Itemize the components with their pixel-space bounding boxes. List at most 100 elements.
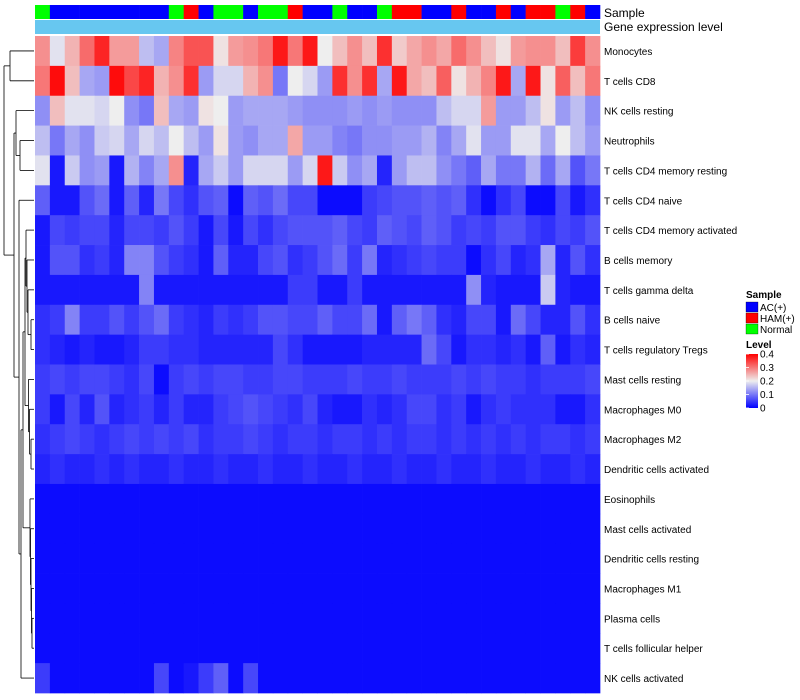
heatmap-cell — [49, 185, 66, 216]
heatmap-cell — [124, 663, 140, 694]
heatmap-cell — [243, 424, 259, 455]
heatmap-cell — [109, 95, 125, 126]
heatmap-cell — [332, 274, 348, 306]
heatmap-cell — [510, 454, 527, 485]
heatmap-cell — [451, 454, 467, 485]
heatmap-cell — [35, 424, 51, 455]
heatmap-cell — [302, 543, 318, 574]
sample-bar-cell — [391, 5, 408, 19]
heatmap-cell — [540, 483, 556, 515]
heatmap-cell — [585, 364, 601, 395]
heatmap-cell — [585, 155, 601, 186]
heatmap-cell — [495, 364, 512, 395]
heatmap-cell — [139, 483, 155, 515]
heatmap-cell — [287, 394, 303, 425]
heatmap-cell — [79, 633, 95, 664]
heatmap-cell — [94, 65, 110, 97]
heatmap-cell — [347, 36, 363, 67]
heatmap-cell — [168, 274, 185, 306]
heatmap-cell — [585, 513, 601, 545]
heatmap-cell — [287, 95, 303, 126]
heatmap-cell — [272, 663, 289, 694]
heatmap-cell — [436, 513, 452, 545]
level-legend-title: Level — [746, 340, 772, 351]
heatmap-cell — [139, 155, 155, 186]
heatmap-cell — [332, 125, 348, 156]
heatmap-cell — [391, 274, 408, 306]
heatmap-cell — [64, 155, 80, 186]
heatmap-cell — [94, 364, 110, 395]
heatmap-cell — [109, 334, 125, 365]
heatmap-cell — [64, 274, 80, 306]
heatmap-cell — [35, 454, 51, 485]
heatmap-cell — [436, 36, 452, 67]
heatmap-cell — [421, 364, 437, 395]
heatmap-cell — [49, 304, 66, 335]
heatmap-cell — [258, 155, 274, 186]
heatmap-cell — [332, 95, 348, 126]
heatmap-cell — [139, 633, 155, 664]
heatmap-cell — [481, 663, 497, 694]
heatmap-cell — [570, 603, 586, 634]
heatmap-cell — [243, 245, 259, 276]
heatmap-cell — [35, 274, 51, 306]
heatmap-cell — [540, 274, 556, 306]
row-label: Plasma cells — [604, 614, 660, 625]
heatmap-cell — [302, 663, 318, 694]
heatmap-cell — [124, 573, 140, 604]
heatmap-cell — [243, 633, 259, 664]
heatmap-cell — [213, 573, 229, 604]
heatmap-cell — [376, 215, 393, 246]
heatmap-cell — [79, 215, 95, 246]
level-legend: Level 0.4 0.3 0.2 0.1 0 — [746, 340, 774, 415]
heatmap-cell — [272, 36, 289, 67]
heatmap-cell — [124, 454, 140, 485]
heatmap-cell — [540, 334, 556, 365]
heatmap-cell — [555, 573, 571, 604]
heatmap-cell — [406, 36, 422, 67]
heatmap-cell — [124, 304, 140, 335]
heatmap-cell — [317, 274, 333, 306]
heatmap-cell — [228, 185, 244, 216]
heatmap-cell — [287, 603, 303, 634]
heatmap-cell — [287, 274, 303, 306]
heatmap-cell — [258, 513, 274, 545]
sample-bar-cell — [436, 5, 452, 19]
heatmap-cell — [540, 245, 556, 276]
heatmap-cell — [585, 543, 601, 574]
heatmap-cell — [302, 603, 318, 634]
heatmap-cell — [436, 185, 452, 216]
heatmap-cell — [79, 394, 95, 425]
heatmap-cell — [198, 663, 214, 694]
heatmap-cell — [183, 334, 199, 365]
heatmap-cell — [362, 364, 378, 395]
heatmap-cell — [317, 543, 333, 574]
heatmap-cell — [525, 304, 541, 335]
heatmap-cell — [362, 185, 378, 216]
heatmap-cell — [585, 424, 601, 455]
heatmap-cell — [376, 274, 393, 306]
heatmap-cell — [168, 603, 185, 634]
heatmap-cell — [555, 274, 571, 306]
heatmap-cell — [466, 663, 482, 694]
heatmap-cell — [272, 513, 289, 545]
heatmap-cell — [94, 245, 110, 276]
heatmap-cell — [317, 454, 333, 485]
heatmap-cell — [466, 454, 482, 485]
heatmap-cell — [228, 573, 244, 604]
heatmap-cell — [198, 394, 214, 425]
heatmap-cell — [79, 454, 95, 485]
heatmap-cell — [555, 185, 571, 216]
heatmap-cell — [302, 125, 318, 156]
sample-bar-cell — [302, 5, 318, 19]
heatmap-cell — [540, 95, 556, 126]
heatmap-cell — [406, 304, 422, 335]
row-label: T cells CD4 naive — [604, 196, 683, 207]
heatmap-cell — [362, 454, 378, 485]
heatmap-cell — [406, 65, 422, 97]
heatmap-cell — [495, 603, 512, 634]
heatmap-cell — [525, 95, 541, 126]
heatmap-cell — [421, 543, 437, 574]
heatmap-cell — [376, 454, 393, 485]
